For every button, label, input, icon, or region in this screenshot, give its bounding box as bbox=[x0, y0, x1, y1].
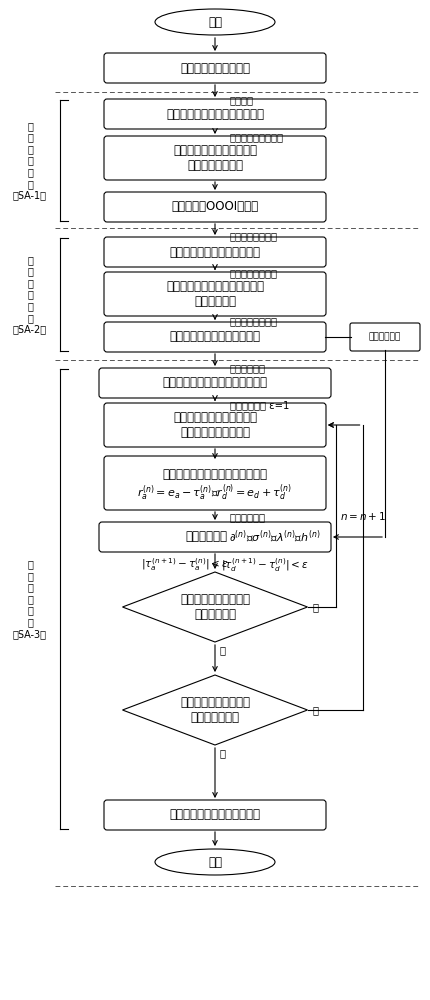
Text: 综合评估航空器当前滑行态势: 综合评估航空器当前滑行态势 bbox=[169, 330, 261, 344]
FancyBboxPatch shape bbox=[104, 192, 326, 222]
Text: 结束: 结束 bbox=[208, 856, 222, 868]
FancyBboxPatch shape bbox=[104, 403, 326, 447]
Text: 判断当前航空器是否为
最后一架航空器: 判断当前航空器是否为 最后一架航空器 bbox=[180, 696, 250, 724]
FancyBboxPatch shape bbox=[104, 272, 326, 316]
Text: 设置收敛参数 ε=1: 设置收敛参数 ε=1 bbox=[230, 400, 289, 410]
Text: 一
级
态
势
感
知
（SA-1）: 一 级 态 势 感 知 （SA-1） bbox=[13, 121, 47, 200]
Text: 建立航空器场面滑行时间预测模型: 建立航空器场面滑行时间预测模型 bbox=[163, 376, 267, 389]
Text: 多元回归分析: 多元回归分析 bbox=[230, 363, 266, 373]
Text: $r_a^{(n)}=e_a-\tau_a^{(n)}$，$r_d^{(n)}=e_d+\tau_d^{(n)}$: $r_a^{(n)}=e_a-\tau_a^{(n)}$，$r_d^{(n)}=… bbox=[137, 483, 293, 503]
FancyBboxPatch shape bbox=[99, 522, 331, 552]
FancyBboxPatch shape bbox=[350, 323, 420, 351]
Text: 态势评估信息: 态势评估信息 bbox=[369, 332, 401, 342]
Polygon shape bbox=[123, 572, 307, 642]
FancyBboxPatch shape bbox=[104, 136, 326, 180]
FancyBboxPatch shape bbox=[99, 368, 331, 398]
Text: 对每一架进离场航空器执行
滑行态势预测迭代过程: 对每一架进离场航空器执行 滑行态势预测迭代过程 bbox=[173, 411, 257, 439]
Text: 分析航空器滑行态势因子之间的
相互影响关系: 分析航空器滑行态势因子之间的 相互影响关系 bbox=[166, 280, 264, 308]
Ellipse shape bbox=[155, 849, 275, 875]
Text: 建立航空器OOOI时间库: 建立航空器OOOI时间库 bbox=[172, 200, 258, 214]
Text: 单因素相关性分析: 单因素相关性分析 bbox=[230, 268, 278, 278]
Text: 选取典型的高密度机场: 选取典型的高密度机场 bbox=[180, 62, 250, 75]
Text: 输出航空器滑行态势感知信息: 输出航空器滑行态势感知信息 bbox=[169, 808, 261, 822]
FancyBboxPatch shape bbox=[104, 99, 326, 129]
Text: 分析态势因子内涵: 分析态势因子内涵 bbox=[230, 316, 278, 326]
Text: 提炼滑行态势要素: 提炼滑行态势要素 bbox=[230, 231, 278, 241]
Text: 多源异构航空器滑行数据预处理: 多源异构航空器滑行数据预处理 bbox=[166, 107, 264, 120]
Text: $n=n+1$: $n=n+1$ bbox=[341, 510, 387, 522]
Text: 开始: 开始 bbox=[208, 15, 222, 28]
Text: 更新迭代参数: 更新迭代参数 bbox=[185, 530, 227, 544]
Text: 否: 否 bbox=[313, 705, 319, 715]
Text: 三
级
态
势
感
知
（SA-3）: 三 级 态 势 感 知 （SA-3） bbox=[13, 559, 47, 639]
Text: 否: 否 bbox=[313, 602, 319, 612]
Text: 是: 是 bbox=[220, 645, 226, 655]
Text: $|\tau_d^{(n+1)}-\tau_d^{(n)}|<\varepsilon$: $|\tau_d^{(n+1)}-\tau_d^{(n)}|<\varepsil… bbox=[221, 556, 309, 574]
Text: 是: 是 bbox=[220, 748, 226, 758]
Text: 容流匹配分析: 容流匹配分析 bbox=[230, 512, 266, 522]
FancyBboxPatch shape bbox=[104, 456, 326, 510]
Text: $\partial^{(n)}$，$\sigma^{(n)}$，$\lambda^{(n)}$，$h^{(n)}$: $\partial^{(n)}$，$\sigma^{(n)}$，$\lambda… bbox=[229, 529, 321, 545]
FancyBboxPatch shape bbox=[104, 237, 326, 267]
FancyBboxPatch shape bbox=[104, 53, 326, 83]
FancyBboxPatch shape bbox=[104, 800, 326, 830]
Text: 提取航空器关键活动事件及
对应的时间点信息: 提取航空器关键活动事件及 对应的时间点信息 bbox=[173, 144, 257, 172]
Ellipse shape bbox=[155, 9, 275, 35]
Text: 判断当前航空器的预测
过程是否收敛: 判断当前航空器的预测 过程是否收敛 bbox=[180, 593, 250, 621]
Text: 分类识别航空器滑行态势因子: 分类识别航空器滑行态势因子 bbox=[169, 245, 261, 258]
Text: 数据采集: 数据采集 bbox=[230, 95, 254, 105]
Text: $|\tau_a^{(n+1)}-\tau_a^{(n)}|<\varepsilon$: $|\tau_a^{(n+1)}-\tau_a^{(n)}|<\varepsil… bbox=[141, 557, 229, 573]
Polygon shape bbox=[123, 675, 307, 745]
Text: 二
级
态
势
感
知
（SA-2）: 二 级 态 势 感 知 （SA-2） bbox=[13, 255, 47, 334]
Text: 数据挖掘与关联分析: 数据挖掘与关联分析 bbox=[230, 132, 284, 142]
Text: 计算每一架航空器的跑道起降时间: 计算每一架航空器的跑道起降时间 bbox=[163, 468, 267, 482]
FancyBboxPatch shape bbox=[104, 322, 326, 352]
